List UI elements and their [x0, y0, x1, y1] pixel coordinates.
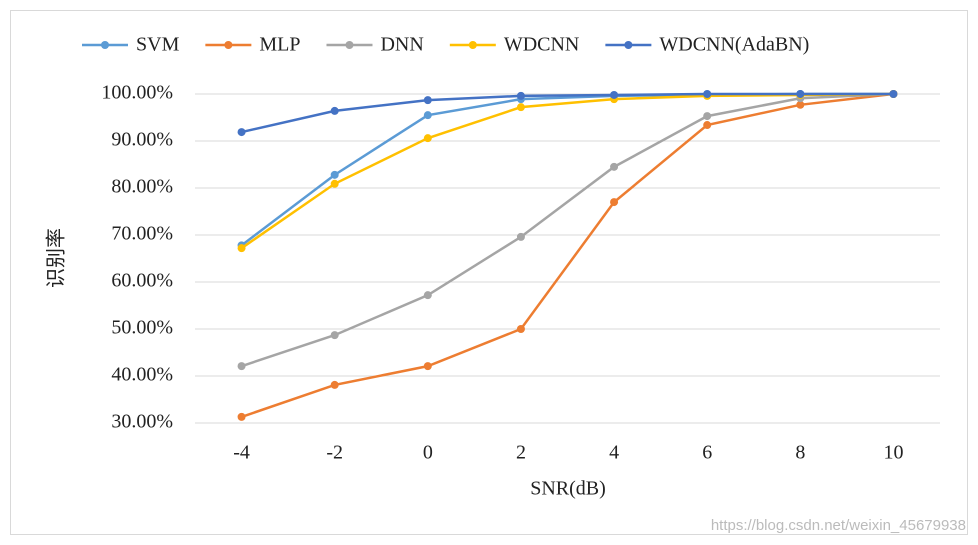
data-point: [703, 90, 712, 98]
x-tick-label: 10: [883, 442, 903, 464]
legend-marker: [624, 41, 633, 49]
legend-label: WDCNN(AdaBN): [659, 34, 809, 56]
x-tick-label: -4: [233, 442, 250, 464]
data-point: [423, 96, 432, 105]
data-point: [516, 103, 525, 112]
series-line: [241, 92, 894, 368]
data-point: [330, 179, 339, 188]
legend-marker: [345, 41, 354, 49]
data-point: [330, 331, 339, 340]
data-point: [703, 112, 712, 121]
data-point: [330, 170, 339, 179]
data-point: [423, 291, 432, 300]
legend-label: SVM: [136, 34, 180, 56]
y-axis-label: 识别率: [45, 228, 68, 288]
legend-label: WDCNN: [504, 34, 580, 56]
data-point: [423, 134, 432, 143]
x-axis-label: SNR(dB): [530, 478, 606, 500]
data-point: [516, 325, 525, 333]
legend-label: MLP: [259, 34, 300, 56]
y-tick-label: 100.00%: [101, 82, 173, 104]
data-point: [423, 362, 432, 371]
legend-label: DNN: [380, 34, 423, 56]
y-tick-label: 60.00%: [111, 270, 173, 292]
data-point: [423, 111, 432, 120]
y-tick-label: 40.00%: [111, 364, 173, 386]
legend-marker: [224, 41, 233, 49]
data-point: [703, 121, 712, 130]
data-point: [516, 91, 525, 100]
x-tick-label: 6: [702, 442, 712, 464]
y-tick-label: 30.00%: [111, 411, 173, 433]
legend-marker: [468, 41, 477, 49]
data-point: [610, 90, 619, 99]
y-tick-label: 90.00%: [111, 129, 173, 151]
data-point: [330, 380, 339, 389]
y-tick-label: 50.00%: [111, 317, 173, 339]
data-point: [889, 90, 898, 98]
series-line: [241, 92, 894, 134]
watermark: https://blog.csdn.net/weixin_45679938: [711, 517, 966, 534]
legend-marker: [101, 41, 109, 49]
data-point: [237, 128, 246, 137]
data-point: [610, 198, 619, 207]
data-point: [796, 90, 805, 98]
data-point: [516, 232, 525, 241]
series-line: [241, 92, 894, 419]
x-tick-label: -2: [326, 442, 343, 464]
x-tick-label: 4: [609, 442, 619, 464]
y-tick-label: 80.00%: [111, 176, 173, 198]
data-point: [330, 106, 339, 115]
x-tick-label: 0: [423, 442, 433, 464]
data-point: [237, 412, 246, 421]
data-point: [237, 244, 246, 253]
data-point: [237, 362, 246, 371]
x-tick-label: 8: [795, 442, 805, 464]
data-point: [796, 100, 805, 109]
data-point: [610, 162, 619, 171]
y-tick-label: 70.00%: [111, 223, 173, 245]
x-tick-label: 2: [516, 442, 526, 464]
